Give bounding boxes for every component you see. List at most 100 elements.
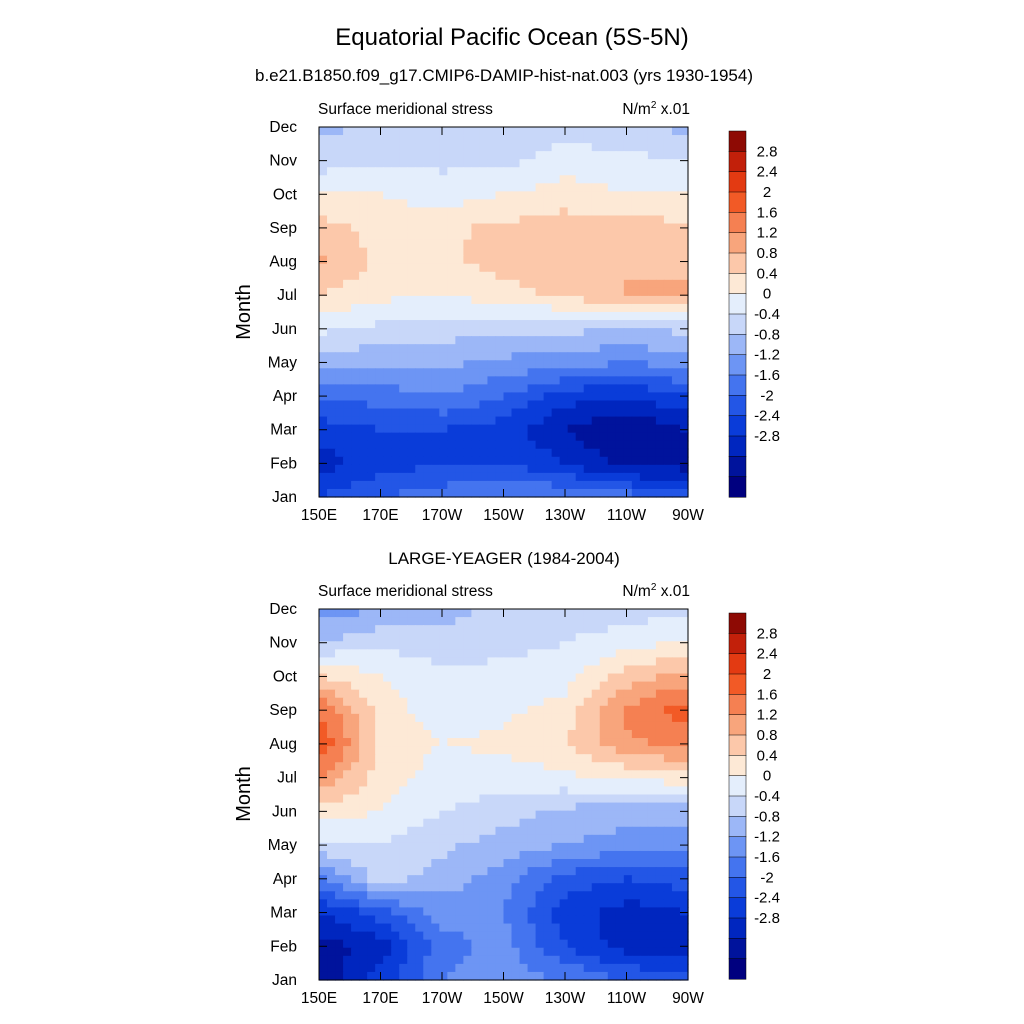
heatmap-cell: [655, 432, 665, 442]
heatmap-cell: [455, 464, 464, 474]
heatmap-cell: [487, 617, 497, 626]
heatmap-cell: [551, 464, 561, 474]
heatmap-cell: [575, 376, 585, 385]
heatmap-cell: [503, 875, 513, 884]
heatmap-cell: [463, 665, 473, 675]
heatmap-cell: [607, 352, 617, 361]
heatmap-cell: [559, 641, 569, 650]
heatmap-cell: [319, 279, 328, 289]
heatmap-cell: [543, 191, 553, 200]
heatmap-cell: [455, 955, 464, 965]
heatmap-cell: [431, 303, 440, 313]
heatmap-cell: [583, 488, 593, 498]
heatmap-cell: [439, 432, 448, 442]
heatmap-cell: [455, 738, 464, 747]
heatmap-cell: [535, 729, 545, 739]
heatmap-cell: [647, 617, 657, 626]
heatmap-cell: [519, 215, 529, 225]
heatmap-cell: [631, 754, 641, 763]
heatmap-cell: [391, 488, 400, 498]
heatmap-cell: [495, 448, 505, 458]
heatmap-cell: [567, 681, 577, 691]
heatmap-cell: [439, 488, 448, 498]
heatmap-cell: [391, 681, 400, 691]
heatmap-cell: [343, 488, 352, 498]
heatmap-cell: [375, 191, 384, 200]
heatmap-cell: [335, 376, 344, 385]
heatmap-cell: [463, 432, 473, 442]
heatmap-cell: [319, 641, 328, 650]
heatmap-cell: [423, 320, 432, 329]
heatmap-cell: [431, 295, 440, 305]
heatmap-cell: [511, 955, 521, 965]
heatmap-cell: [375, 665, 384, 675]
heatmap-cell: [559, 705, 569, 715]
heatmap-cell: [535, 689, 545, 699]
heatmap-cell: [631, 135, 641, 144]
heatmap-cell: [343, 400, 352, 410]
heatmap-cell: [615, 713, 625, 723]
heatmap-cell: [655, 336, 665, 345]
heatmap-cell: [383, 875, 392, 884]
heatmap-cell: [575, 472, 585, 482]
heatmap-cell: [415, 729, 424, 739]
heatmap-cell: [671, 883, 681, 892]
heatmap-cell: [671, 328, 681, 337]
heatmap-cell: [639, 480, 649, 490]
heatmap-cell: [671, 891, 681, 900]
heatmap-cell: [447, 705, 456, 715]
heatmap-cell: [335, 255, 344, 265]
heatmap-cell: [583, 729, 593, 739]
heatmap-cell: [423, 279, 432, 289]
heatmap-cell: [455, 271, 464, 281]
heatmap-cell: [399, 617, 408, 626]
heatmap-cell: [583, 480, 593, 490]
heatmap-cell: [439, 867, 448, 876]
colorbar-label: 2.4: [757, 164, 778, 181]
heatmap-cell: [487, 875, 497, 884]
heatmap-cell: [415, 713, 424, 723]
heatmap-cell: [415, 971, 424, 981]
heatmap-cell: [447, 247, 456, 257]
heatmap-cell: [583, 295, 593, 305]
heatmap-cell: [391, 408, 400, 418]
heatmap-cell: [639, 705, 649, 715]
heatmap-cell: [455, 135, 464, 144]
heatmap-cell: [583, 328, 593, 337]
heatmap-cell: [535, 344, 545, 353]
heatmap-cell: [663, 488, 673, 498]
heatmap-cell: [415, 472, 424, 482]
heatmap-cell: [439, 392, 448, 402]
heatmap-cell: [567, 641, 577, 650]
heatmap-cell: [423, 464, 432, 474]
heatmap-cell: [375, 352, 384, 361]
heatmap-cell: [359, 859, 368, 868]
heatmap-cell: [495, 231, 505, 241]
heatmap-cell: [399, 713, 408, 723]
heatmap-cell: [671, 850, 681, 860]
heatmap-cell: [431, 287, 440, 297]
heatmap-cell: [447, 344, 456, 353]
heatmap-cell: [367, 424, 376, 434]
heatmap-cell: [591, 729, 601, 739]
heatmap-cell: [583, 802, 593, 812]
heatmap-cell: [535, 826, 545, 836]
heatmap-cell: [359, 923, 368, 933]
heatmap-cell: [551, 963, 561, 973]
heatmap-cell: [671, 641, 681, 650]
heatmap-cell: [607, 360, 617, 369]
heatmap-cell: [631, 392, 641, 402]
heatmap-cell: [519, 834, 529, 844]
heatmap-cell: [551, 794, 561, 804]
heatmap-cell: [495, 939, 505, 949]
heatmap-cell: [351, 697, 360, 707]
heatmap-cell: [455, 971, 464, 981]
heatmap-cell: [551, 907, 561, 917]
heatmap-cell: [447, 689, 456, 699]
heatmap-cell: [583, 464, 593, 474]
heatmap-cell: [631, 802, 641, 812]
heatmap-cell: [551, 352, 561, 361]
heatmap-cell: [607, 384, 617, 394]
heatmap-cell: [359, 810, 368, 820]
heatmap-cell: [543, 480, 553, 490]
